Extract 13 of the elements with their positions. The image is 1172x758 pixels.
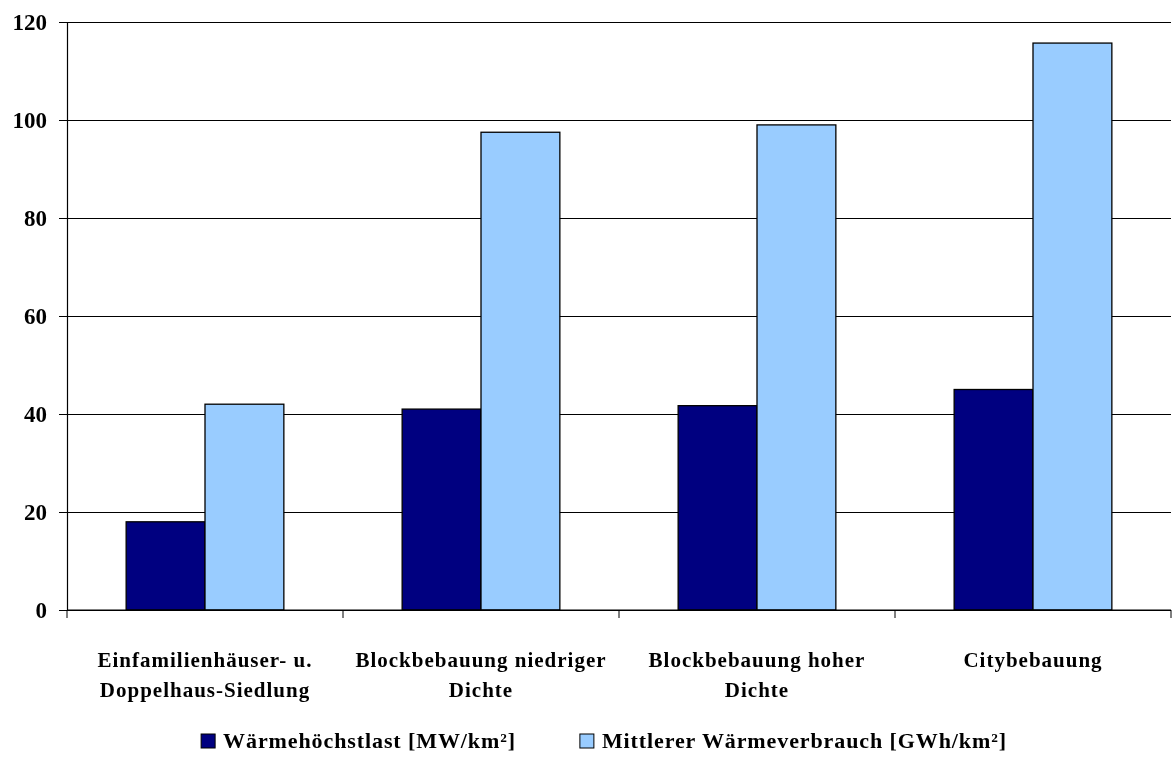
y-tick-label: 100 [12, 107, 47, 133]
x-tick-label: Blockbebauung hoher Dichte [648, 648, 866, 703]
legend-label: Wärmehöchstlast [MW/km²] [223, 728, 516, 753]
y-tick-label: 80 [24, 205, 47, 231]
legend-label: Mittlerer Wärmeverbrauch [GWh/km²] [601, 728, 1007, 753]
y-tick-label: 0 [35, 597, 47, 623]
x-tick-label: Blockbebauung niedriger Dichte [355, 648, 607, 703]
y-tick-label: 40 [24, 401, 47, 427]
x-tick-label: Citybebauung [963, 648, 1103, 672]
y-tick-label: 120 [12, 9, 47, 35]
x-tick-label: Einfamilienhäuser- u. Doppelhaus-Siedlung [97, 648, 313, 703]
y-tick-label: 20 [24, 499, 47, 525]
y-tick-label: 60 [24, 303, 47, 329]
